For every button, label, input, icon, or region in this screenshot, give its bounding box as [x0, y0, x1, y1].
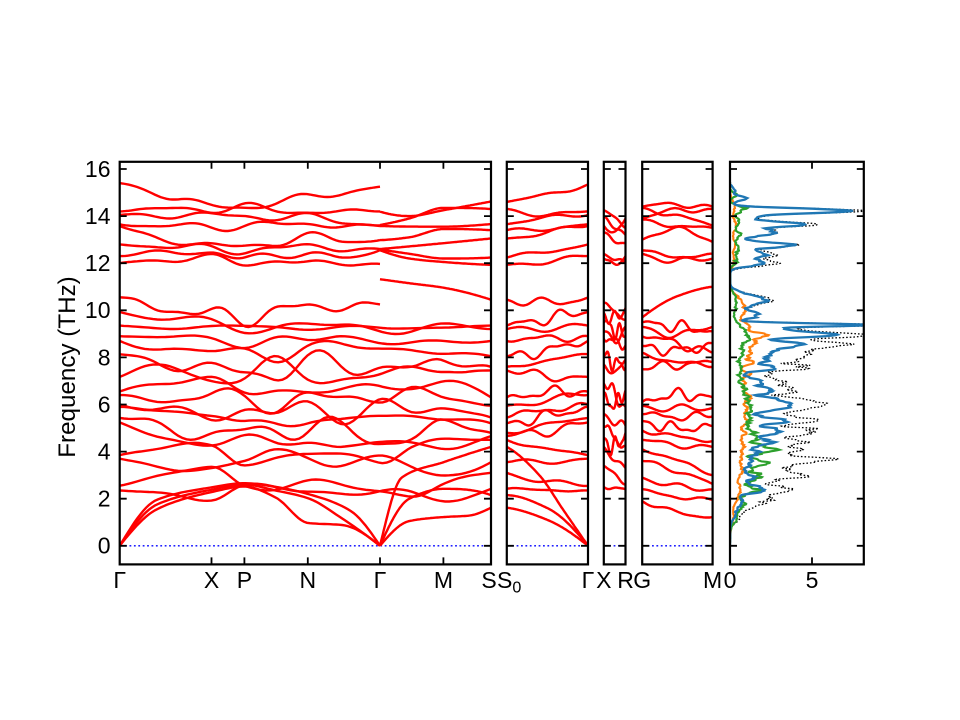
- svg-text:0: 0: [98, 533, 111, 559]
- svg-text:2: 2: [98, 486, 111, 512]
- svg-text:N: N: [299, 567, 316, 593]
- svg-text:Γ: Γ: [113, 567, 126, 593]
- svg-text:Γ: Γ: [374, 567, 387, 593]
- svg-text:4: 4: [98, 439, 111, 465]
- svg-text:G: G: [633, 567, 651, 593]
- svg-text:5: 5: [806, 567, 819, 593]
- svg-text:16: 16: [85, 156, 111, 182]
- svg-text:P: P: [237, 567, 252, 593]
- svg-text:12: 12: [85, 250, 111, 276]
- svg-text:0: 0: [724, 567, 737, 593]
- svg-text:X: X: [596, 567, 611, 593]
- svg-text:Frequency (THz): Frequency (THz): [54, 276, 81, 457]
- svg-text:M: M: [434, 567, 453, 593]
- svg-text:10: 10: [85, 297, 111, 323]
- svg-text:X: X: [204, 567, 219, 593]
- svg-text:14: 14: [85, 203, 111, 229]
- svg-text:8: 8: [98, 344, 111, 370]
- svg-text:S: S: [481, 567, 496, 593]
- svg-text:Γ: Γ: [582, 567, 595, 593]
- svg-text:R: R: [617, 567, 634, 593]
- svg-text:6: 6: [98, 391, 111, 417]
- svg-text:M: M: [703, 567, 722, 593]
